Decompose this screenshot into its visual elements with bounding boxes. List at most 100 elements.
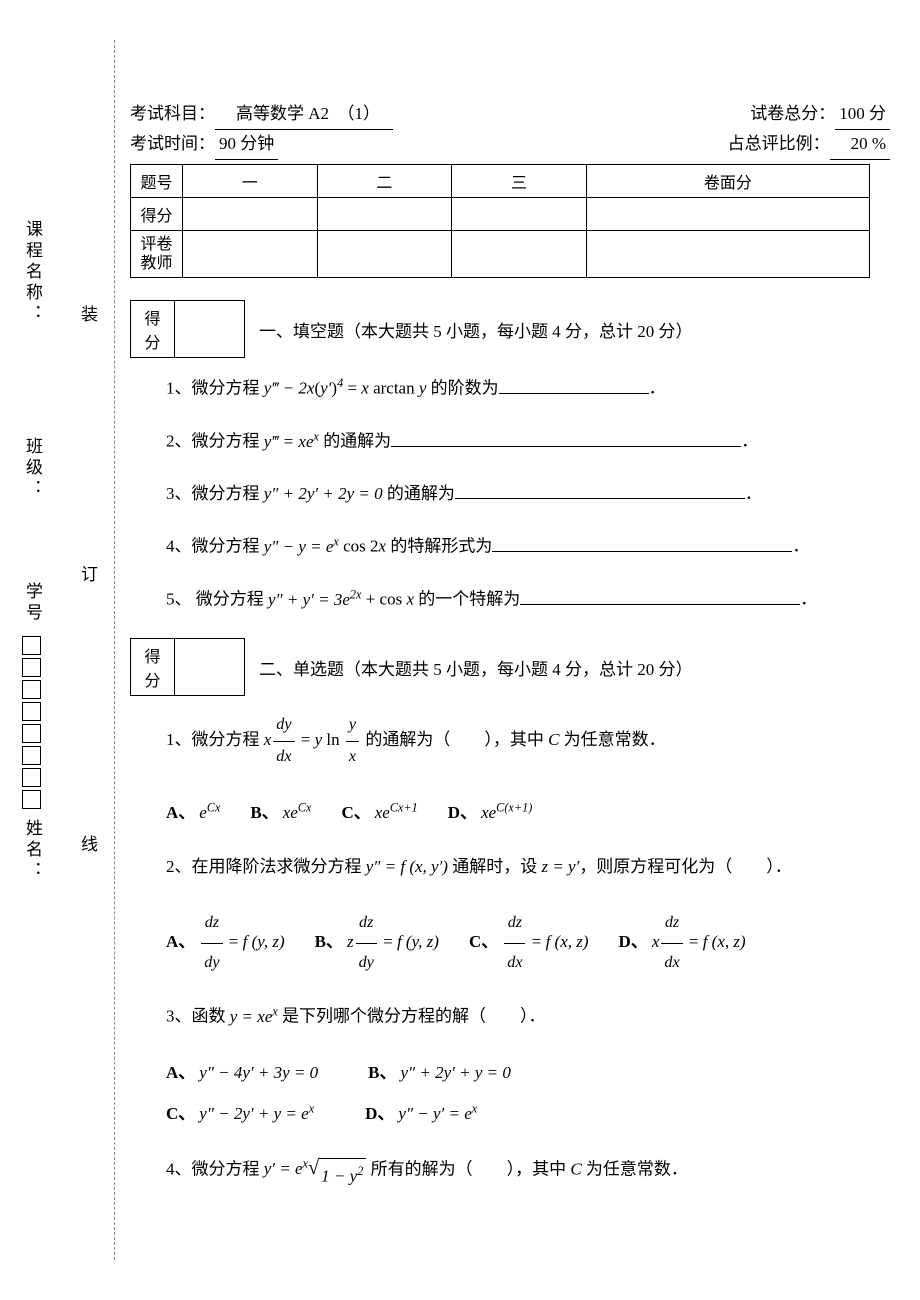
math-expr: y = xex: [230, 1007, 278, 1026]
mc-q1-options: A、eCx B、xeCx C、xeCx+1 D、xeC(x+1): [166, 793, 890, 834]
q-text: 为任意常数．: [582, 1159, 688, 1178]
time-line: 考试时间：90 分钟: [130, 130, 278, 160]
ratio-label: 占总评比例：: [728, 134, 830, 153]
subject-line: 考试科目： 高等数学 A2 （1）: [130, 100, 393, 130]
bind-mark-a: 装: [81, 300, 98, 325]
id-box: [22, 724, 41, 743]
side-class-label: 班级：: [20, 437, 45, 500]
section-1-title: 一、填空题（本大题共 5 小题，每小题 4 分，总计 20 分）: [259, 317, 693, 342]
q-text: 4、微分方程: [166, 537, 264, 556]
cell: [586, 197, 869, 230]
row-label: 题号: [131, 164, 183, 197]
fill-q1: 1、微分方程 y‴ − 2x(y′)4 = x arctan y 的阶数为．: [166, 372, 890, 405]
q-text: 的一个特解为: [414, 590, 520, 609]
q-text: 的通解为（ ），其中: [361, 730, 548, 749]
mc-q2: 2、在用降阶法求微分方程 y″ = f (x, y′) 通解时，设 z = y′…: [166, 851, 890, 883]
mc-q2-options: A、dzdy = f (y, z) B、zdzdy = f (y, z) C、d…: [166, 904, 890, 983]
col-header: 三: [452, 164, 587, 197]
q-text: 1、微分方程: [166, 730, 264, 749]
cell: [317, 197, 452, 230]
option-c: C、dzdx = f (x, z): [469, 904, 589, 983]
sqrt: √1 − y2: [308, 1158, 366, 1193]
math-expr: y″ + y′ = 3e2x: [268, 590, 361, 609]
q-text: 2、在用降阶法求微分方程: [166, 857, 366, 876]
bind-mark-c: 线: [81, 830, 98, 855]
q-text: 的通解为: [319, 432, 391, 451]
time-label: 考试时间：: [130, 134, 215, 153]
q-text: 的通解为: [383, 484, 455, 503]
q-text: 3、函数: [166, 1007, 230, 1026]
q-text: 的特解形式为: [386, 537, 492, 556]
section-1-header: 得分 一、填空题（本大题共 5 小题，每小题 4 分，总计 20 分）: [130, 300, 890, 358]
math-expr: y‴ = xex: [264, 432, 319, 451]
math-expr: x: [264, 730, 272, 749]
bind-mark-b: 订: [81, 560, 98, 585]
id-box: [22, 680, 41, 699]
subject-label: 考试科目：: [130, 104, 215, 123]
mc-q3: 3、函数 y = xex 是下列哪个微分方程的解（ ）．: [166, 1000, 890, 1033]
option-d: D、xdzdx = f (x, z): [619, 904, 746, 983]
option-b: B、xeCx: [250, 793, 311, 834]
total-label: 试卷总分：: [750, 104, 835, 123]
side-column: 课程名称： 班级： 学号 姓名：: [20, 220, 60, 894]
q-text: 所有的解为（ ），其中: [366, 1159, 570, 1178]
section-score-box: 得分: [130, 300, 245, 358]
answer-blank: [492, 533, 792, 552]
option-d: D、xeC(x+1): [448, 793, 533, 834]
cell: [183, 230, 318, 277]
side-student-label: 学号: [20, 582, 45, 624]
option-a: A、dzdy = f (y, z): [166, 904, 285, 983]
option-c: C、xeCx+1: [341, 793, 417, 834]
id-box: [22, 768, 41, 787]
fill-q3: 3、微分方程 y″ + 2y′ + 2y = 0 的通解为．: [166, 478, 890, 510]
option-c: C、y″ − 2y′ + y = ex D、y″ − y′ = ex: [166, 1094, 890, 1135]
mc-q4: 4、微分方程 y′ = ex√1 − y2 所有的解为（ ），其中 C 为任意常…: [166, 1153, 890, 1194]
score-box-value: [175, 301, 245, 358]
q-text: 通解时，设: [448, 857, 542, 876]
section-score-box: 得分: [130, 638, 245, 696]
subject-value: 高等数学 A2 （1）: [215, 100, 393, 130]
fraction: dydx: [273, 710, 294, 772]
answer-blank: [520, 586, 800, 605]
ratio-value: 20 %: [830, 130, 890, 160]
time-value: 90 分钟: [215, 130, 278, 160]
total-line: 试卷总分：100 分: [750, 100, 890, 130]
answer-blank: [391, 428, 741, 447]
option-b: B、y″ + 2y′ + y = 0: [368, 1053, 511, 1094]
math-expr: y″ + 2y′ + 2y = 0: [264, 484, 383, 503]
fill-q2: 2、微分方程 y‴ = xex 的通解为．: [166, 425, 890, 458]
row-label: 得分: [131, 197, 183, 230]
id-box: [22, 702, 41, 721]
mc-q1: 1、微分方程 xdydx = y ln yx 的通解为（ ），其中 C 为任意常…: [166, 710, 890, 772]
col-header: 卷面分: [586, 164, 869, 197]
math-expr: y″ = f (x, y′): [366, 857, 448, 876]
cell: [452, 230, 587, 277]
col-header: 一: [183, 164, 318, 197]
q-text: ，则原方程可化为（ ）．: [579, 857, 792, 876]
answer-blank: [455, 480, 745, 499]
section-2-title: 二、单选题（本大题共 5 小题，每小题 4 分，总计 20 分）: [259, 655, 693, 680]
q-text: 为任意常数．: [559, 730, 665, 749]
cell: [452, 197, 587, 230]
id-box: [22, 636, 41, 655]
q-text: 2、微分方程: [166, 432, 264, 451]
col-header: 二: [317, 164, 452, 197]
q-text: 5、 微分方程: [166, 590, 268, 609]
q-text: 3、微分方程: [166, 484, 264, 503]
score-box-value: [175, 639, 245, 696]
fraction: yx: [346, 710, 359, 772]
score-table: 题号 一 二 三 卷面分 得分 评卷教师: [130, 164, 870, 278]
side-name-label: 姓名：: [20, 819, 45, 882]
cell: [183, 197, 318, 230]
table-row: 得分: [131, 197, 870, 230]
table-row: 评卷教师: [131, 230, 870, 277]
student-id-boxes: [22, 636, 60, 809]
table-row: 题号 一 二 三 卷面分: [131, 164, 870, 197]
option-a: A、eCx: [166, 793, 220, 834]
q-text: 1、微分方程: [166, 379, 264, 398]
exam-header: 考试科目： 高等数学 A2 （1） 试卷总分：100 分 考试时间：90 分钟 …: [130, 100, 890, 160]
q-text: 的阶数为: [426, 379, 498, 398]
total-value: 100 分: [835, 100, 890, 130]
side-course-label: 课程名称：: [20, 220, 45, 325]
cell: [317, 230, 452, 277]
